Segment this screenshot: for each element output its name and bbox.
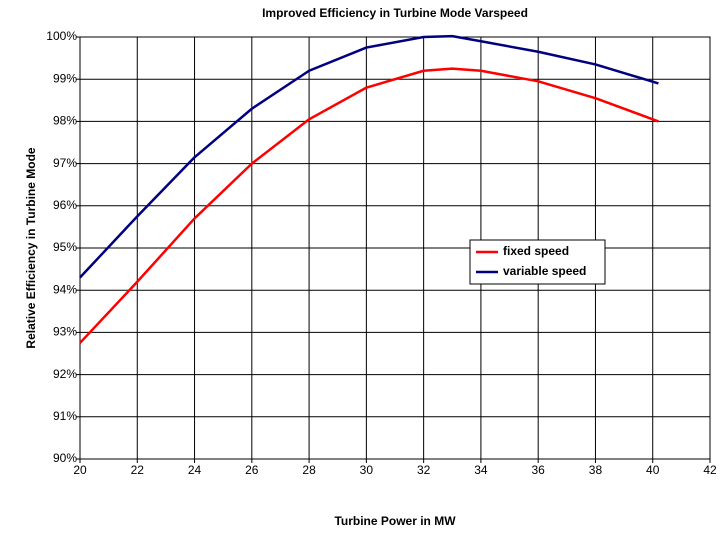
x-tick-label: 34 xyxy=(474,463,488,477)
y-tick-label: 91% xyxy=(53,409,77,423)
y-tick-label: 97% xyxy=(53,156,77,170)
y-tick-label: 100% xyxy=(46,29,77,43)
y-axis-label: Relative Efficiency in Turbine Mode xyxy=(24,147,38,348)
y-tick-label: 92% xyxy=(53,367,77,381)
y-tick-label: 90% xyxy=(53,451,77,465)
line-series xyxy=(79,67,659,344)
x-tick-label: 22 xyxy=(131,463,145,477)
y-tick-label: 93% xyxy=(53,325,77,339)
x-tick-label: 26 xyxy=(245,463,259,477)
y-tick-label: 94% xyxy=(53,282,77,296)
plot-border xyxy=(79,36,711,460)
y-tick-label: 99% xyxy=(53,71,77,85)
legend-box xyxy=(469,239,606,285)
line-series xyxy=(79,34,659,279)
legend-label: variable speed xyxy=(503,264,586,278)
x-tick-label: 38 xyxy=(589,463,603,477)
x-tick-label: 24 xyxy=(188,463,202,477)
x-tick-label: 32 xyxy=(417,463,431,477)
y-tick-label: 96% xyxy=(53,198,77,212)
legend-label: fixed speed xyxy=(503,244,569,258)
y-tick-label: 98% xyxy=(53,114,77,128)
x-tick-label: 28 xyxy=(302,463,316,477)
x-tick-label: 42 xyxy=(703,463,717,477)
x-tick-label: 20 xyxy=(73,463,87,477)
x-tick-label: 36 xyxy=(532,463,546,477)
x-axis-label: Turbine Power in MW xyxy=(334,514,456,528)
x-tick-label: 40 xyxy=(646,463,660,477)
chart-title: Improved Efficiency in Turbine Mode Vars… xyxy=(262,6,528,20)
y-tick-label: 95% xyxy=(53,240,77,254)
x-tick-label: 30 xyxy=(360,463,374,477)
